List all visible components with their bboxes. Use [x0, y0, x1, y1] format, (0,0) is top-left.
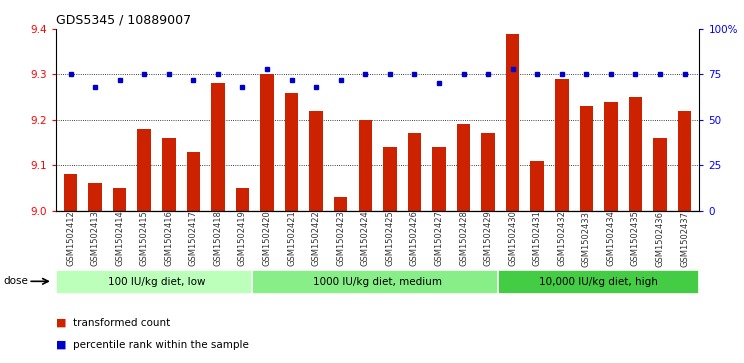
Text: GSM1502420: GSM1502420 [263, 211, 272, 266]
Text: transformed count: transformed count [73, 318, 170, 328]
Text: GDS5345 / 10889007: GDS5345 / 10889007 [56, 13, 191, 26]
Text: GSM1502426: GSM1502426 [410, 211, 419, 266]
Text: GSM1502429: GSM1502429 [484, 211, 493, 266]
Text: GSM1502425: GSM1502425 [385, 211, 394, 266]
Text: GSM1502428: GSM1502428 [459, 211, 468, 266]
Bar [138, 129, 151, 211]
Bar [113, 188, 126, 211]
Text: GSM1502432: GSM1502432 [557, 211, 566, 266]
Text: GSM1502435: GSM1502435 [631, 211, 640, 266]
Text: ■: ■ [56, 340, 66, 350]
Bar [580, 106, 593, 211]
Bar [359, 120, 372, 211]
Text: GSM1502422: GSM1502422 [312, 211, 321, 266]
Text: GSM1502436: GSM1502436 [655, 211, 664, 266]
Bar [481, 133, 495, 211]
Text: GSM1502423: GSM1502423 [336, 211, 345, 266]
Bar [653, 138, 667, 211]
Text: GSM1502424: GSM1502424 [361, 211, 370, 266]
Bar [408, 133, 421, 211]
Bar [56, 270, 257, 294]
Text: percentile rank within the sample: percentile rank within the sample [73, 340, 248, 350]
Bar [457, 124, 470, 211]
Text: 1000 IU/kg diet, medium: 1000 IU/kg diet, medium [313, 277, 442, 287]
Text: 10,000 IU/kg diet, high: 10,000 IU/kg diet, high [539, 277, 658, 287]
Text: GSM1502419: GSM1502419 [238, 211, 247, 266]
Text: 100 IU/kg diet, low: 100 IU/kg diet, low [108, 277, 205, 287]
Bar [498, 270, 699, 294]
Bar [211, 83, 225, 211]
Text: ■: ■ [56, 318, 66, 328]
Bar [604, 102, 618, 211]
Bar [310, 111, 323, 211]
Text: GSM1502431: GSM1502431 [533, 211, 542, 266]
Text: GSM1502437: GSM1502437 [680, 211, 689, 266]
Text: GSM1502414: GSM1502414 [115, 211, 124, 266]
Bar [555, 79, 568, 211]
Bar [236, 188, 249, 211]
Bar [629, 97, 642, 211]
Text: GSM1502415: GSM1502415 [140, 211, 149, 266]
Bar [252, 270, 503, 294]
Bar [64, 174, 77, 211]
Bar [334, 197, 347, 211]
Bar [285, 93, 298, 211]
Bar [383, 147, 397, 211]
Bar [432, 147, 446, 211]
Text: GSM1502433: GSM1502433 [582, 211, 591, 266]
Bar [678, 111, 691, 211]
Bar [89, 183, 102, 211]
Text: GSM1502430: GSM1502430 [508, 211, 517, 266]
Text: GSM1502417: GSM1502417 [189, 211, 198, 266]
Text: GSM1502413: GSM1502413 [91, 211, 100, 266]
Text: GSM1502418: GSM1502418 [214, 211, 222, 266]
Bar [260, 74, 274, 211]
Bar [187, 151, 200, 211]
Text: GSM1502416: GSM1502416 [164, 211, 173, 266]
Bar [530, 160, 544, 211]
Text: GSM1502412: GSM1502412 [66, 211, 75, 266]
Text: dose: dose [4, 276, 28, 286]
Text: GSM1502427: GSM1502427 [434, 211, 443, 266]
Text: GSM1502421: GSM1502421 [287, 211, 296, 266]
Bar [506, 33, 519, 211]
Text: GSM1502434: GSM1502434 [606, 211, 615, 266]
Bar [162, 138, 176, 211]
